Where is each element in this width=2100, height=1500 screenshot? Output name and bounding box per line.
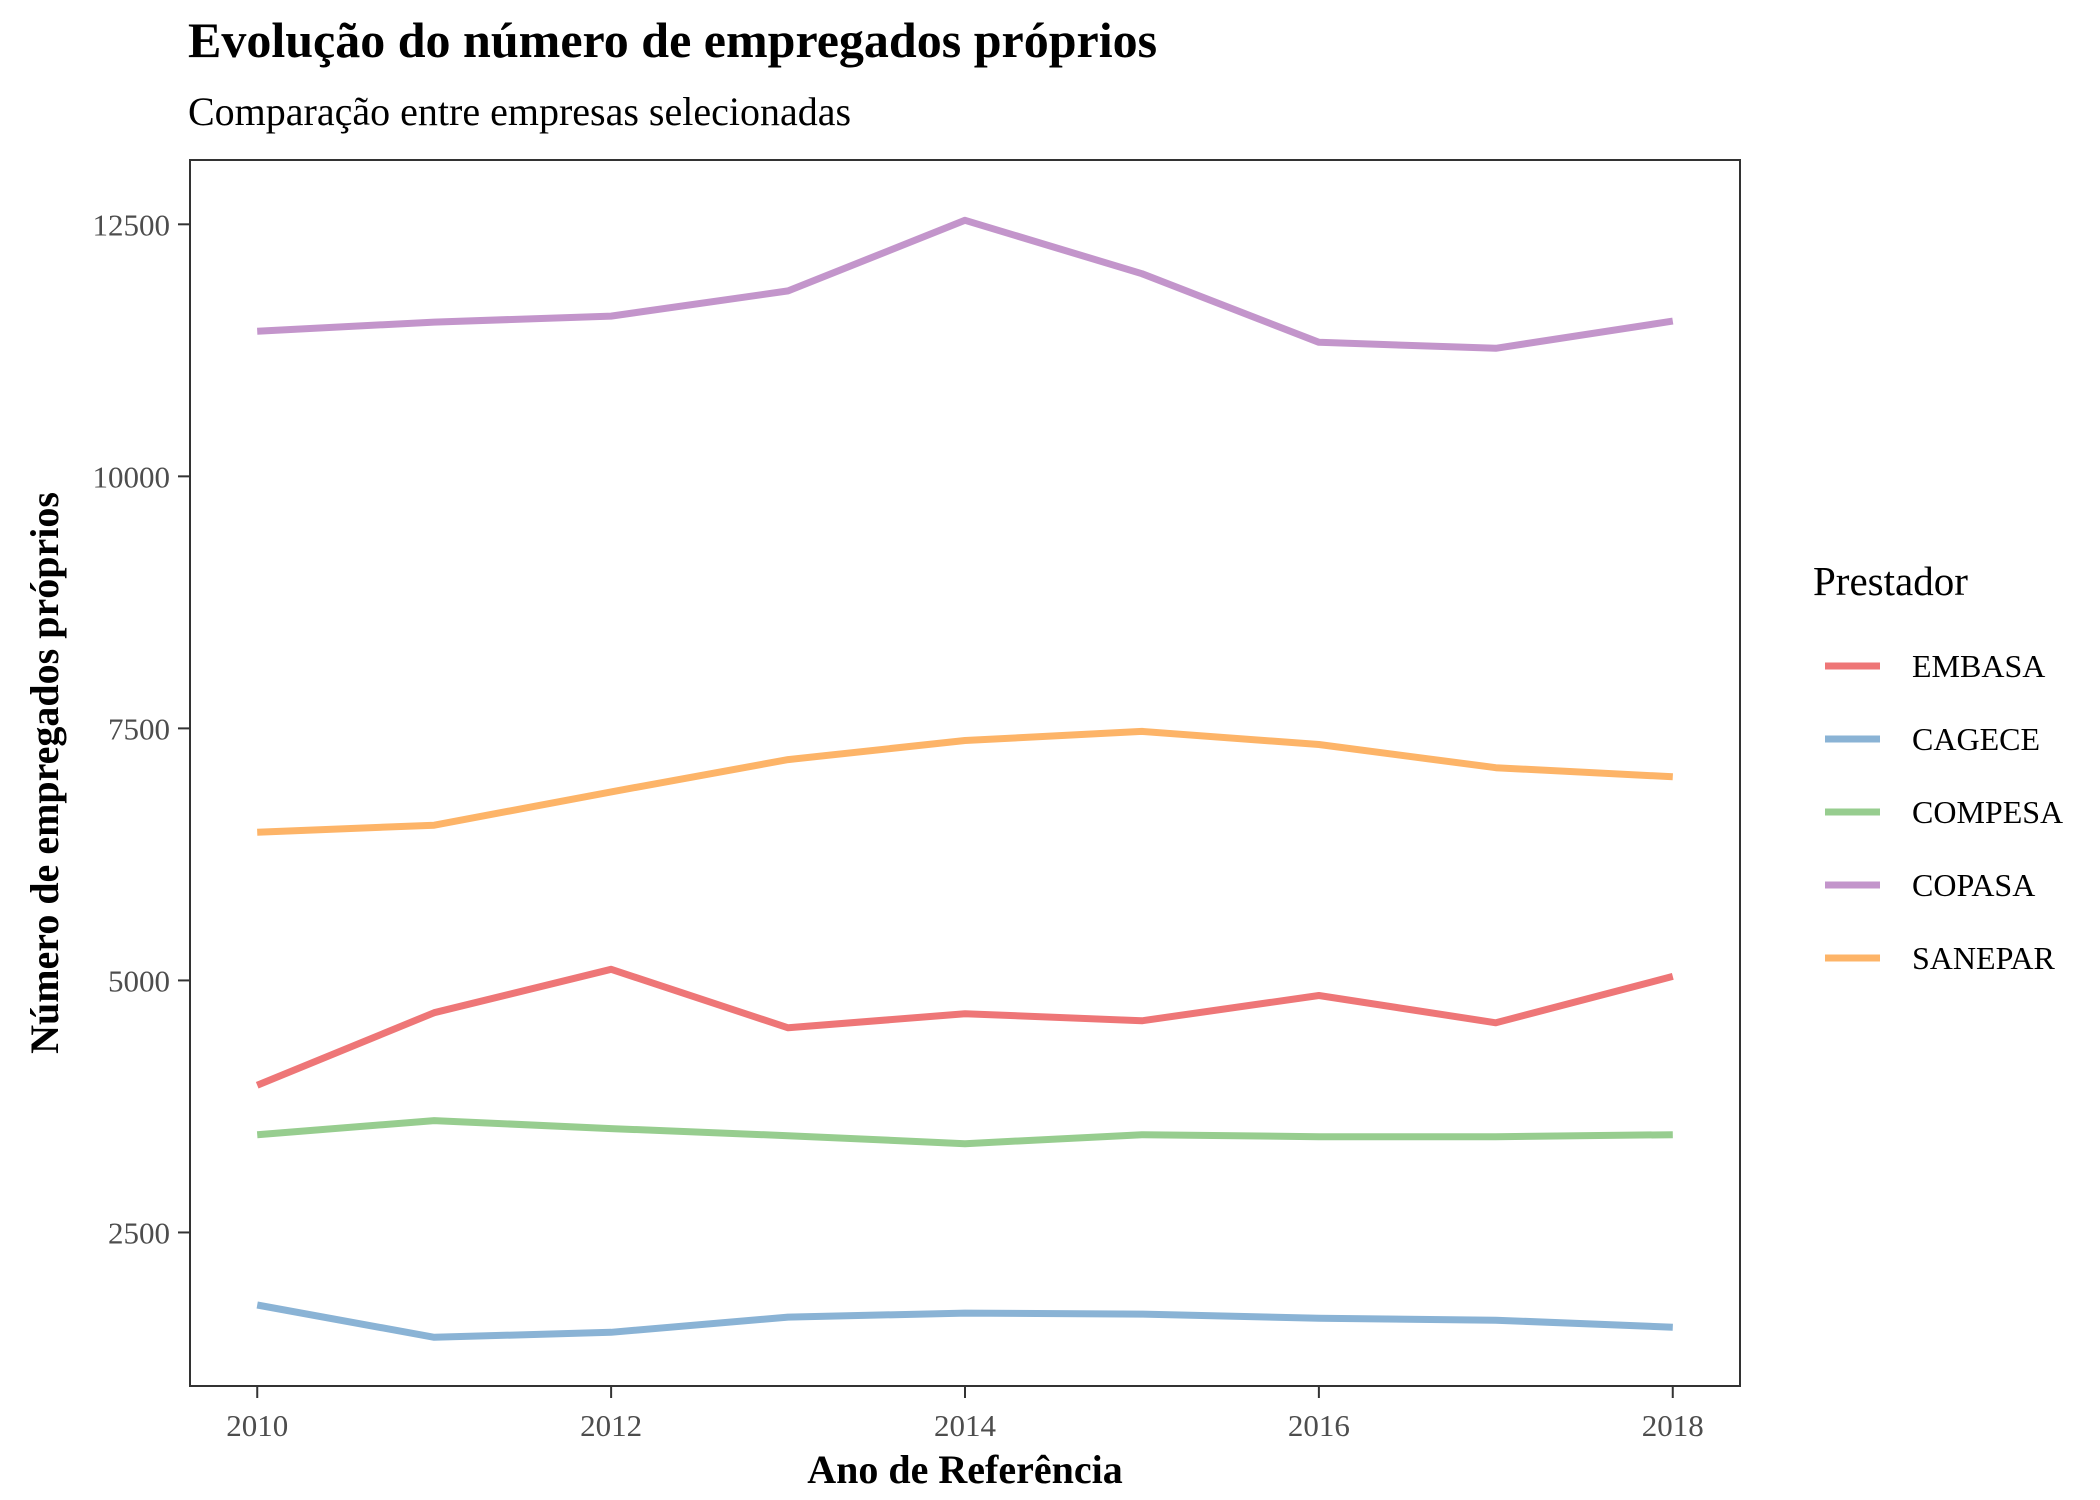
y-tick-label: 12500 [93, 207, 171, 242]
chart-title: Evolução do número de empregados próprio… [188, 12, 1157, 68]
legend-label: COPASA [1912, 867, 2035, 903]
legend-label: EMBASA [1912, 648, 2045, 684]
y-axis-title: Número de empregados próprios [22, 492, 67, 1054]
legend-label: SANEPAR [1912, 940, 2056, 976]
x-axis-title: Ano de Referência [807, 1447, 1122, 1492]
x-tick-label: 2016 [1288, 1408, 1350, 1443]
series-line-embasa [255, 965, 1674, 1089]
series-line-cagece [256, 1301, 1673, 1341]
legend-label: COMPESA [1912, 794, 2063, 830]
y-tick-label: 7500 [108, 711, 170, 746]
legend-item-cagece: CAGECE [1825, 721, 2040, 757]
x-tick-label: 2014 [934, 1408, 997, 1443]
y-tick-label: 5000 [108, 963, 170, 998]
legend-items: EMBASA CAGECE COMPESA COPASA SANEPAR [1825, 648, 2063, 976]
series-layer [255, 216, 1674, 1341]
x-axis: 2010 2012 2014 2016 2018 [226, 1386, 1704, 1443]
series-line-copasa [257, 216, 1674, 352]
legend-item-embasa: EMBASA [1825, 648, 2045, 684]
legend-label: CAGECE [1912, 721, 2040, 757]
legend: Prestador EMBASA CAGECE COMPESA COPASA SANEP… [1813, 558, 2063, 976]
y-tick-label: 2500 [108, 1215, 170, 1250]
y-tick-label: 10000 [93, 459, 171, 494]
legend-item-sanepar: SANEPAR [1825, 940, 2056, 976]
series-line-sanepar [257, 727, 1673, 836]
y-axis: 2500 5000 7500 10000 12500 [93, 207, 190, 1250]
chart-subtitle: Comparação entre empresas selecionadas [188, 89, 851, 134]
legend-item-compesa: COMPESA [1825, 794, 2063, 830]
legend-title: Prestador [1813, 558, 1968, 604]
series-line-compesa [256, 1117, 1673, 1148]
legend-item-copasa: COPASA [1825, 867, 2035, 903]
x-tick-label: 2010 [226, 1408, 288, 1443]
x-tick-label: 2012 [580, 1408, 642, 1443]
x-tick-label: 2018 [1642, 1408, 1704, 1443]
